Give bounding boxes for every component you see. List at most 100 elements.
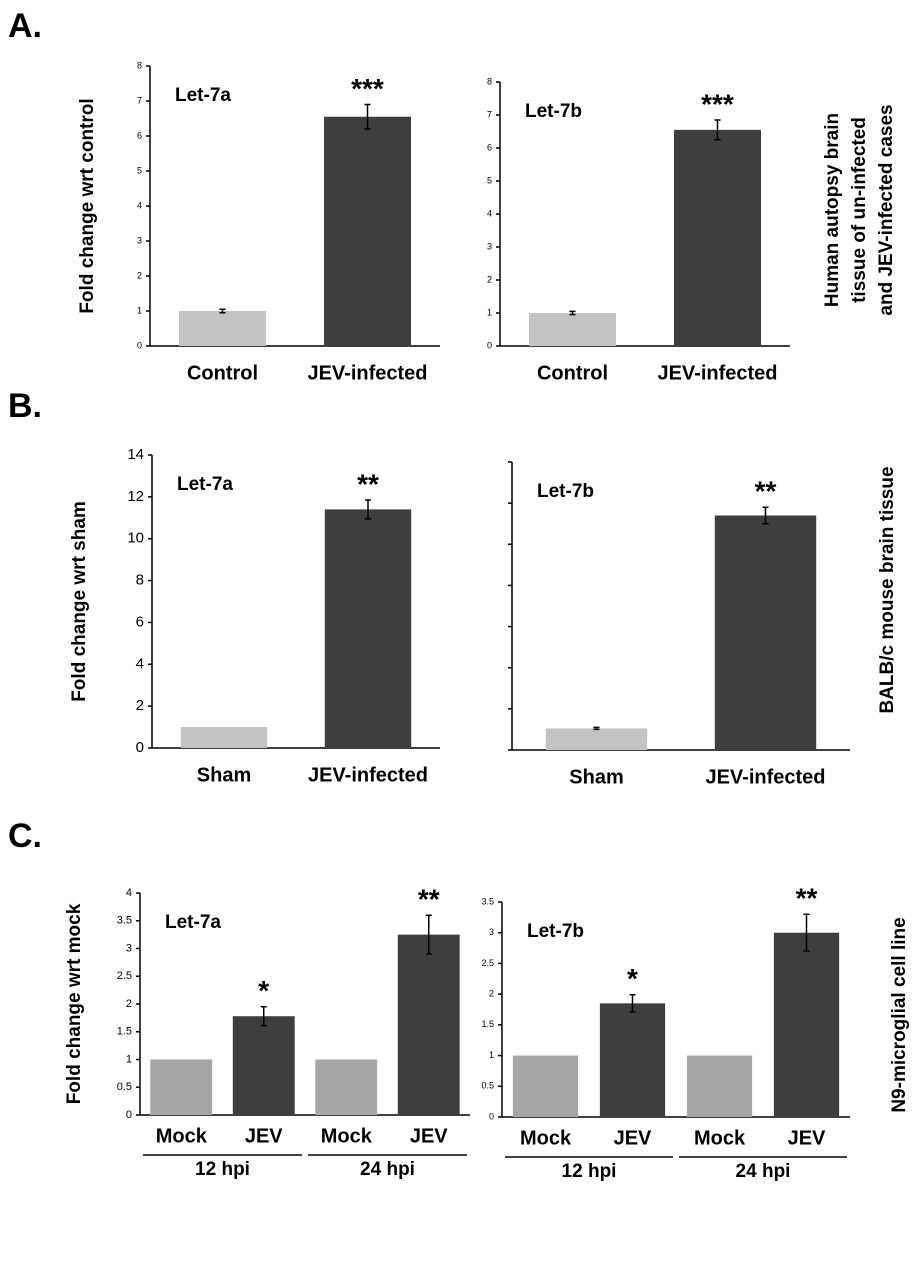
group-label: 24 hpi xyxy=(736,1161,791,1182)
y-tick-label: 0 xyxy=(136,739,144,756)
y-tick-label: 3 xyxy=(487,241,492,251)
y-tick-label: 3 xyxy=(126,942,132,954)
panel-label: B. xyxy=(8,387,42,425)
y-tick-label: 4 xyxy=(136,655,144,672)
bar xyxy=(686,1055,753,1117)
y-tick-label: 3.5 xyxy=(117,915,132,927)
significance: *** xyxy=(701,88,734,119)
side-label: N9-microglial cell line xyxy=(889,917,910,1112)
bar xyxy=(324,509,412,748)
y-tick-label: 5 xyxy=(487,175,492,185)
y-tick-label: 3 xyxy=(137,235,142,245)
error-bar xyxy=(762,506,769,525)
bar xyxy=(545,728,648,750)
significance: ** xyxy=(755,476,777,507)
bar xyxy=(714,515,817,750)
error-bar xyxy=(260,1006,267,1027)
x-tick-label: Mock xyxy=(156,1125,208,1147)
y-axis-label: Fold change wrt control xyxy=(77,98,98,313)
error-bar xyxy=(593,726,600,731)
y-tick-label: 1 xyxy=(137,305,142,315)
bar xyxy=(599,1003,666,1117)
side-label: Human autopsy brain xyxy=(822,113,843,307)
x-tick-label: JEV-infected xyxy=(657,362,777,384)
y-tick-label: 7 xyxy=(137,95,142,105)
x-tick-label: JEV-infected xyxy=(308,764,428,786)
significance: ** xyxy=(796,883,818,914)
annotation: Let-7a xyxy=(175,85,231,106)
side-label: BALB/c mouse brain tissue xyxy=(877,466,898,713)
y-tick-label: 3.5 xyxy=(481,896,494,906)
significance: *** xyxy=(351,73,384,104)
y-tick-label: 5 xyxy=(137,165,142,175)
error-bar xyxy=(425,914,432,955)
y-tick-label: 0 xyxy=(137,340,142,350)
side-label: tissue of un-infected xyxy=(849,117,870,303)
annotation: Let-7b xyxy=(525,101,582,122)
panel-label: A. xyxy=(8,7,42,45)
significance: ** xyxy=(357,468,379,499)
y-tick-label: 0.5 xyxy=(117,1081,132,1093)
group-label: 24 hpi xyxy=(360,1159,415,1180)
x-tick-label: Sham xyxy=(197,764,251,786)
group-label: 12 hpi xyxy=(562,1161,617,1182)
bar xyxy=(150,1059,213,1115)
y-axis-label: Fold change wrt sham xyxy=(69,501,90,702)
x-tick-label: JEV xyxy=(788,1127,826,1149)
y-tick-label: 4 xyxy=(487,208,492,218)
bar xyxy=(397,934,460,1115)
y-tick-label: 7 xyxy=(487,109,492,119)
x-tick-label: Mock xyxy=(520,1127,572,1149)
side-label: and JEV-infected cases xyxy=(876,104,897,315)
y-tick-label: 2.5 xyxy=(117,970,132,982)
x-tick-label: JEV-infected xyxy=(705,766,825,788)
y-tick-label: 8 xyxy=(487,76,492,86)
annotation: Let-7b xyxy=(527,921,584,942)
y-tick-label: 6 xyxy=(136,613,144,630)
error-bar xyxy=(569,310,576,316)
annotation: Let-7a xyxy=(177,474,233,495)
x-tick-label: Control xyxy=(187,362,258,384)
bar xyxy=(232,1016,295,1115)
error-bar xyxy=(714,119,721,141)
significance: * xyxy=(627,963,638,994)
annotation: Let-7b xyxy=(537,481,594,502)
error-bar xyxy=(219,308,226,314)
y-tick-label: 6 xyxy=(137,130,142,140)
x-tick-label: JEV xyxy=(245,1125,283,1147)
y-tick-label: 2 xyxy=(137,270,142,280)
y-tick-label: 1 xyxy=(126,1053,132,1065)
annotation: Let-7a xyxy=(165,912,221,933)
y-tick-label: 0 xyxy=(487,340,492,350)
bar xyxy=(773,932,840,1117)
bar xyxy=(324,116,411,346)
x-tick-label: Mock xyxy=(321,1125,373,1147)
y-tick-label: 0.5 xyxy=(481,1081,494,1091)
y-tick-label: 6 xyxy=(487,142,492,152)
y-tick-label: 8 xyxy=(136,572,144,589)
y-tick-label: 14 xyxy=(127,446,144,463)
significance: ** xyxy=(418,884,440,915)
x-tick-label: JEV xyxy=(410,1125,448,1147)
y-tick-label: 4 xyxy=(137,200,142,210)
y-tick-label: 2.5 xyxy=(481,958,494,968)
y-tick-label: 3 xyxy=(489,927,494,937)
y-tick-label: 2 xyxy=(489,989,494,999)
y-tick-label: 1 xyxy=(487,307,492,317)
error-bar xyxy=(364,103,371,130)
y-tick-label: 2 xyxy=(487,274,492,284)
bar xyxy=(315,1059,378,1115)
bar xyxy=(512,1055,579,1117)
y-tick-label: 1.5 xyxy=(117,1026,132,1038)
x-tick-label: JEV-infected xyxy=(307,362,427,384)
x-tick-label: JEV xyxy=(614,1127,652,1149)
bar xyxy=(179,311,266,346)
group-label: 12 hpi xyxy=(195,1159,250,1180)
error-bar xyxy=(803,913,810,952)
significance: * xyxy=(258,975,269,1006)
y-tick-label: 4 xyxy=(126,887,132,899)
y-tick-label: 12 xyxy=(127,488,144,505)
bar xyxy=(674,129,761,346)
y-tick-label: 0 xyxy=(126,1109,132,1121)
